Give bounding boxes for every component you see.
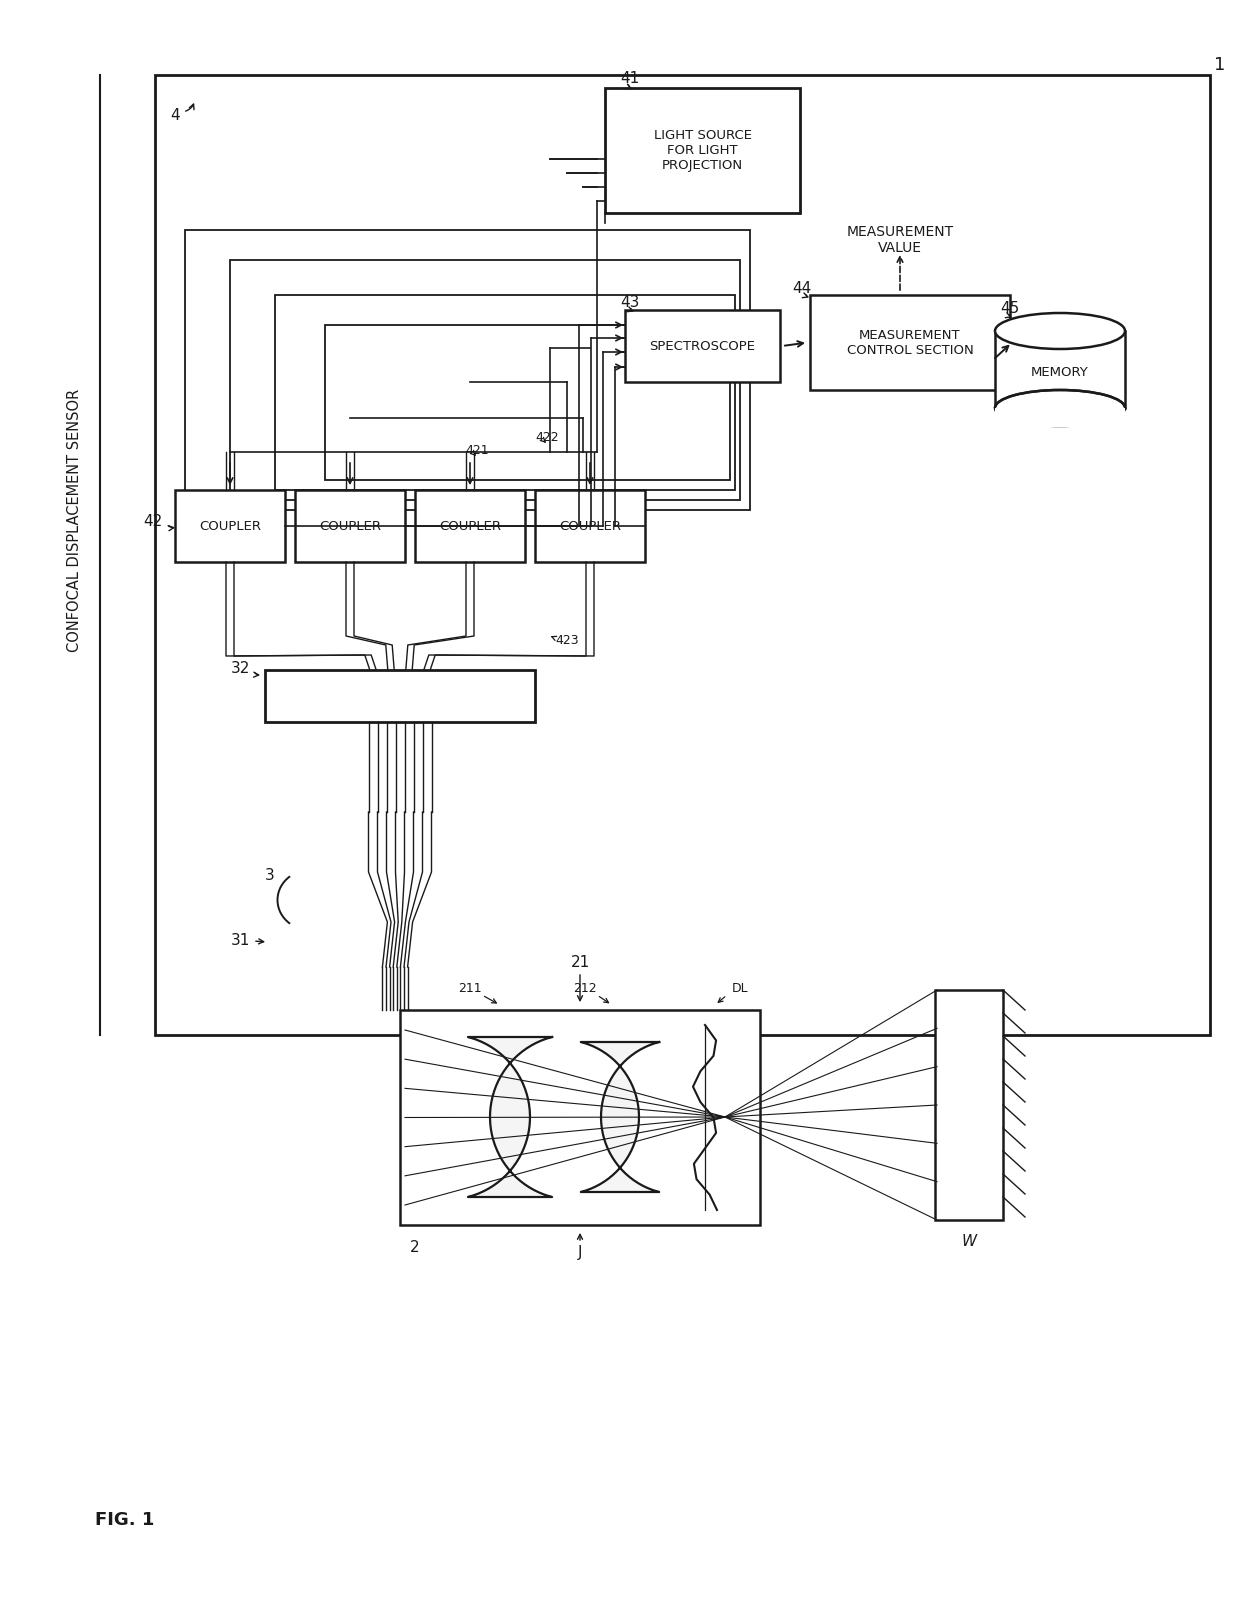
Text: FIG. 1: FIG. 1 <box>95 1511 154 1529</box>
Text: COUPLER: COUPLER <box>559 520 621 533</box>
Text: 422: 422 <box>534 431 559 444</box>
Text: W: W <box>961 1234 977 1250</box>
Text: DL: DL <box>732 981 748 994</box>
Bar <box>325 325 730 479</box>
Text: 32: 32 <box>231 661 250 676</box>
Bar <box>275 294 735 491</box>
Text: 41: 41 <box>620 71 640 85</box>
Ellipse shape <box>994 389 1125 426</box>
Text: MEMORY: MEMORY <box>1032 365 1089 378</box>
Text: 2: 2 <box>410 1239 420 1255</box>
Text: 42: 42 <box>144 515 162 529</box>
Bar <box>401 1010 760 1224</box>
Text: COUPLER: COUPLER <box>198 520 260 533</box>
Polygon shape <box>580 1043 660 1192</box>
Bar <box>415 491 525 562</box>
Text: MEASUREMENT
VALUE: MEASUREMENT VALUE <box>847 225 954 256</box>
Text: 211: 211 <box>459 981 482 994</box>
Bar <box>229 261 740 500</box>
Bar <box>534 491 645 562</box>
Text: 45: 45 <box>999 301 1019 315</box>
Bar <box>265 669 534 722</box>
Text: MEASUREMENT
CONTROL SECTION: MEASUREMENT CONTROL SECTION <box>847 328 973 357</box>
Text: COUPLER: COUPLER <box>439 520 501 533</box>
Text: CONFOCAL DISPLACEMENT SENSOR: CONFOCAL DISPLACEMENT SENSOR <box>67 388 83 652</box>
Text: 423: 423 <box>556 634 579 647</box>
Bar <box>295 491 405 562</box>
Bar <box>994 407 1125 426</box>
Text: 1: 1 <box>1214 56 1225 74</box>
Text: 31: 31 <box>231 933 250 948</box>
Text: 4: 4 <box>170 108 180 122</box>
Text: 421: 421 <box>465 444 489 457</box>
Text: LIGHT SOURCE
FOR LIGHT
PROJECTION: LIGHT SOURCE FOR LIGHT PROJECTION <box>653 129 751 172</box>
Ellipse shape <box>994 314 1125 349</box>
Text: J: J <box>578 1245 583 1260</box>
Text: 212: 212 <box>573 981 596 994</box>
Text: 21: 21 <box>570 954 590 970</box>
Bar <box>185 230 750 510</box>
Text: COUPLER: COUPLER <box>319 520 381 533</box>
Text: SPECTROSCOPE: SPECTROSCOPE <box>650 339 755 352</box>
Bar <box>155 76 1210 1035</box>
Bar <box>605 88 800 212</box>
Bar <box>935 990 1003 1220</box>
Bar <box>625 311 780 381</box>
Text: 44: 44 <box>792 280 811 296</box>
Bar <box>994 331 1125 409</box>
Bar <box>810 294 1011 389</box>
Text: 3: 3 <box>265 867 275 882</box>
Bar <box>175 491 285 562</box>
Text: 43: 43 <box>620 294 640 309</box>
Polygon shape <box>467 1036 552 1197</box>
